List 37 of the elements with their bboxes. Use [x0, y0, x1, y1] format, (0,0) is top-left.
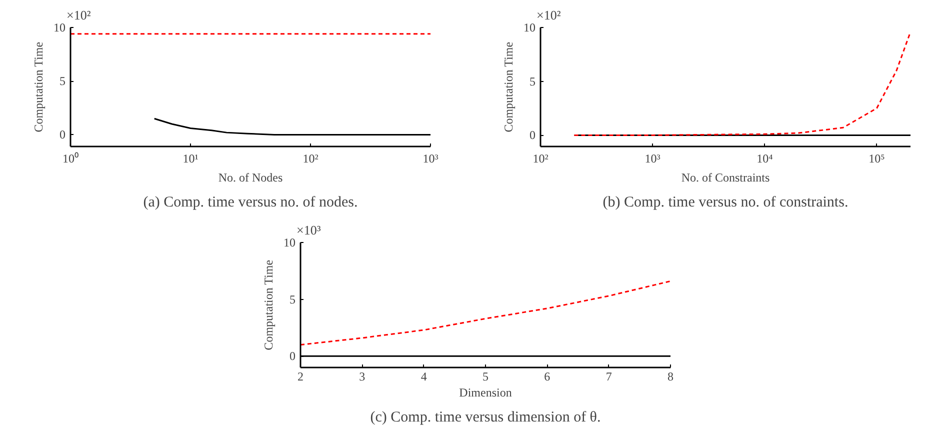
y-tick-label: 5: [290, 292, 296, 306]
y-tick-label: 5: [60, 74, 66, 88]
x-tick-label: 10⁴: [756, 152, 773, 166]
y-axis-title: Computation Time: [32, 42, 46, 132]
x-tick-label: 2: [298, 370, 304, 384]
x-tick-label: 10¹: [182, 152, 199, 166]
x-tick-label: 10³: [644, 152, 661, 166]
x-tick-label: 7: [606, 370, 612, 384]
x-tick-label: 6: [544, 370, 550, 384]
text: ×10²: [66, 8, 91, 22]
x-tick-label: 10⁰: [62, 152, 78, 166]
x-tick-label: 3: [359, 370, 366, 384]
y-tick-label: 10: [54, 20, 66, 34]
x-tick-label: 10³: [422, 152, 439, 166]
y-tick-label: 0: [290, 349, 296, 364]
x-tick-label: 10²: [532, 152, 549, 166]
y-axis-title: Computation Time: [502, 42, 516, 132]
x-tick-label: 5: [482, 370, 488, 384]
text: ×10²: [536, 8, 561, 22]
text: (a) Comp. time versus no. of nodes.: [143, 194, 358, 210]
x-tick-label: 10²: [302, 152, 319, 166]
text: ×10³: [296, 222, 321, 238]
x-axis-title: No. of Constraints: [681, 170, 770, 184]
text: (c) Comp. time versus dimension of θ.: [370, 410, 601, 426]
x-tick-label: 10⁵: [868, 152, 885, 166]
line-series: [300, 280, 670, 346]
y-tick-label: 0: [60, 128, 66, 142]
x-tick-label: 8: [668, 370, 674, 384]
text: (b) Comp. time versus no. of constraints.: [602, 194, 848, 210]
x-axis-title: Dimension: [459, 386, 512, 400]
y-axis-title: Computation Time: [262, 260, 276, 350]
x-tick-label: 4: [420, 370, 427, 384]
y-tick-label: 0: [530, 128, 536, 142]
y-tick-label: 10: [284, 236, 296, 250]
y-tick-label: 5: [530, 74, 536, 88]
y-tick-label: 10: [524, 20, 536, 34]
x-axis-title: No. of Nodes: [218, 170, 283, 184]
